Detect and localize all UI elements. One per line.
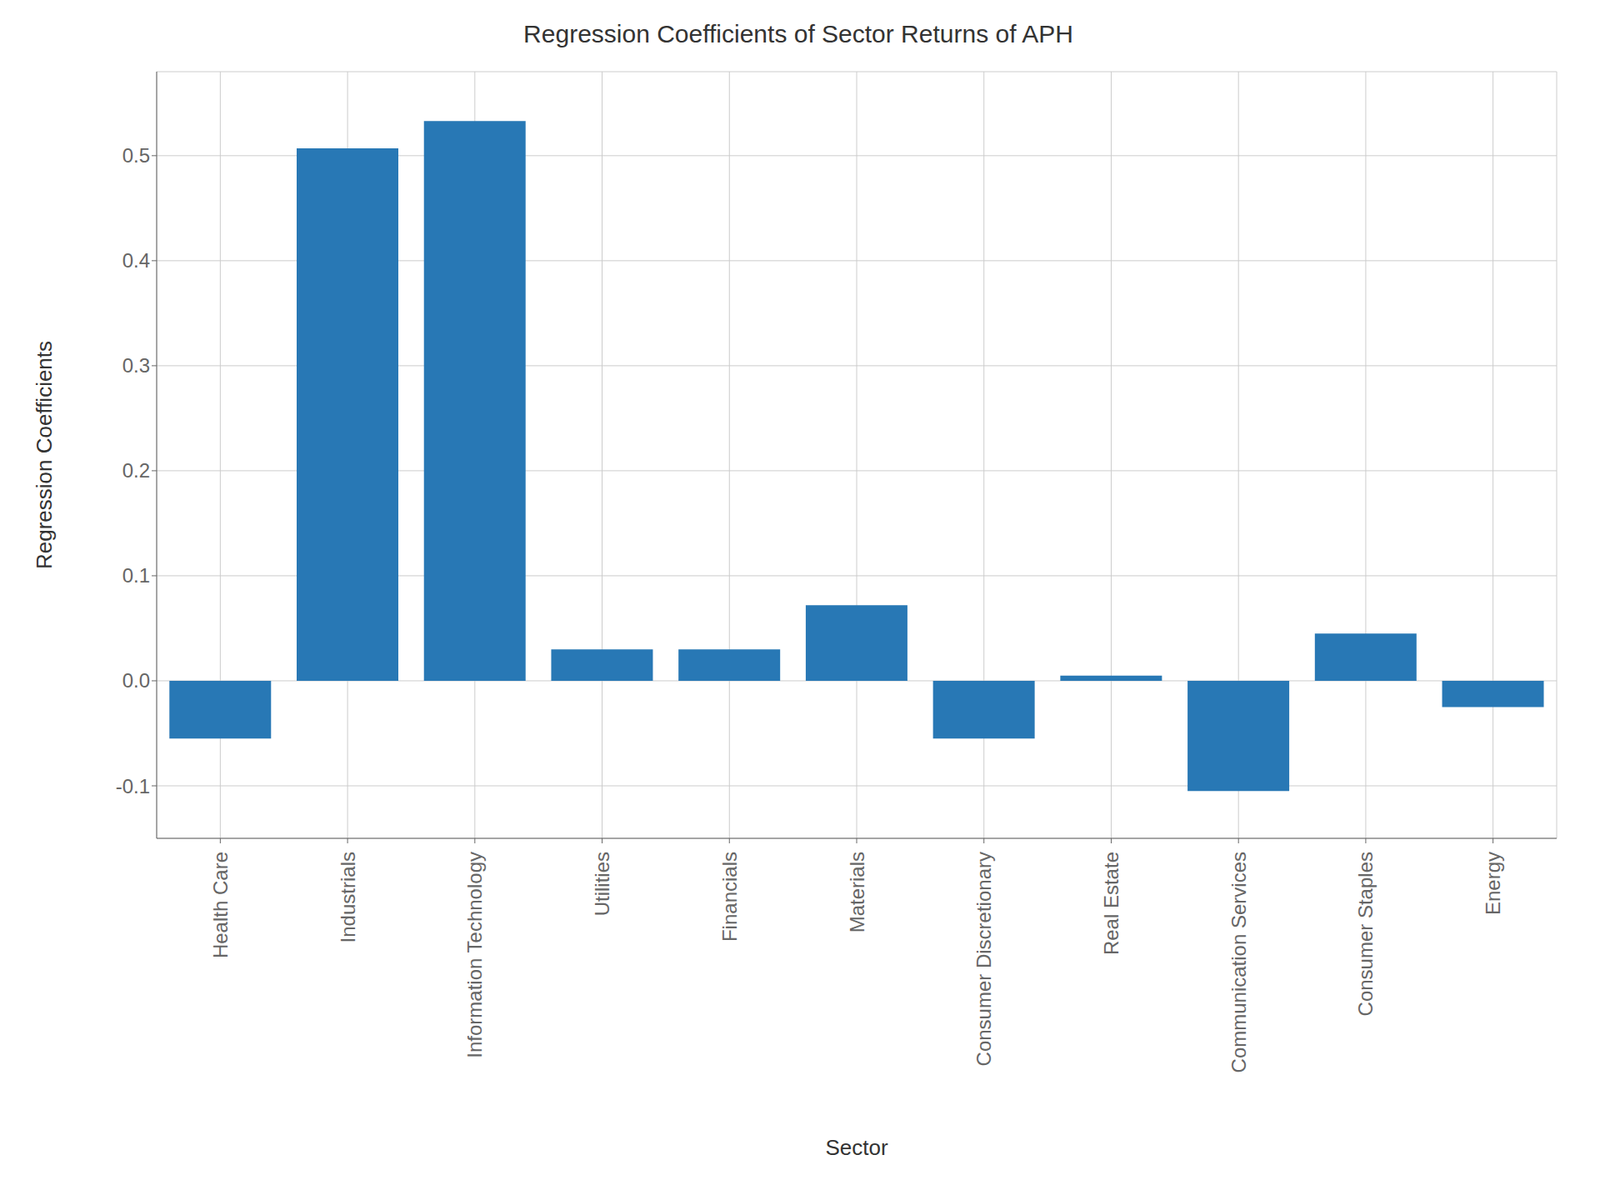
svg-text:Information Technology: Information Technology xyxy=(463,851,486,1059)
svg-text:Communication Services: Communication Services xyxy=(1227,851,1250,1073)
svg-text:-0.1: -0.1 xyxy=(115,775,150,798)
svg-text:Consumer Staples: Consumer Staples xyxy=(1354,851,1377,1016)
svg-text:Real Estate: Real Estate xyxy=(1100,851,1123,955)
svg-text:Sector: Sector xyxy=(825,1135,888,1160)
svg-text:0.4: 0.4 xyxy=(122,249,150,272)
svg-text:0.1: 0.1 xyxy=(122,564,150,587)
svg-text:Regression Coefficients: Regression Coefficients xyxy=(31,340,57,570)
svg-text:Industrials: Industrials xyxy=(336,851,360,943)
svg-text:Health Care: Health Care xyxy=(209,851,232,959)
svg-text:Utilities: Utilities xyxy=(590,851,614,916)
svg-text:Materials: Materials xyxy=(845,851,869,933)
svg-text:0.3: 0.3 xyxy=(122,354,150,377)
svg-text:Financials: Financials xyxy=(718,851,741,942)
svg-text:0.2: 0.2 xyxy=(122,459,150,482)
svg-text:0.0: 0.0 xyxy=(122,669,150,692)
svg-text:0.5: 0.5 xyxy=(122,144,150,167)
svg-text:Consumer Discretionary: Consumer Discretionary xyxy=(972,851,995,1066)
svg-text:Energy: Energy xyxy=(1481,851,1505,915)
html-text:Regression Coefficients of Sec: Regression Coefficients of Sector Return… xyxy=(523,20,1074,48)
